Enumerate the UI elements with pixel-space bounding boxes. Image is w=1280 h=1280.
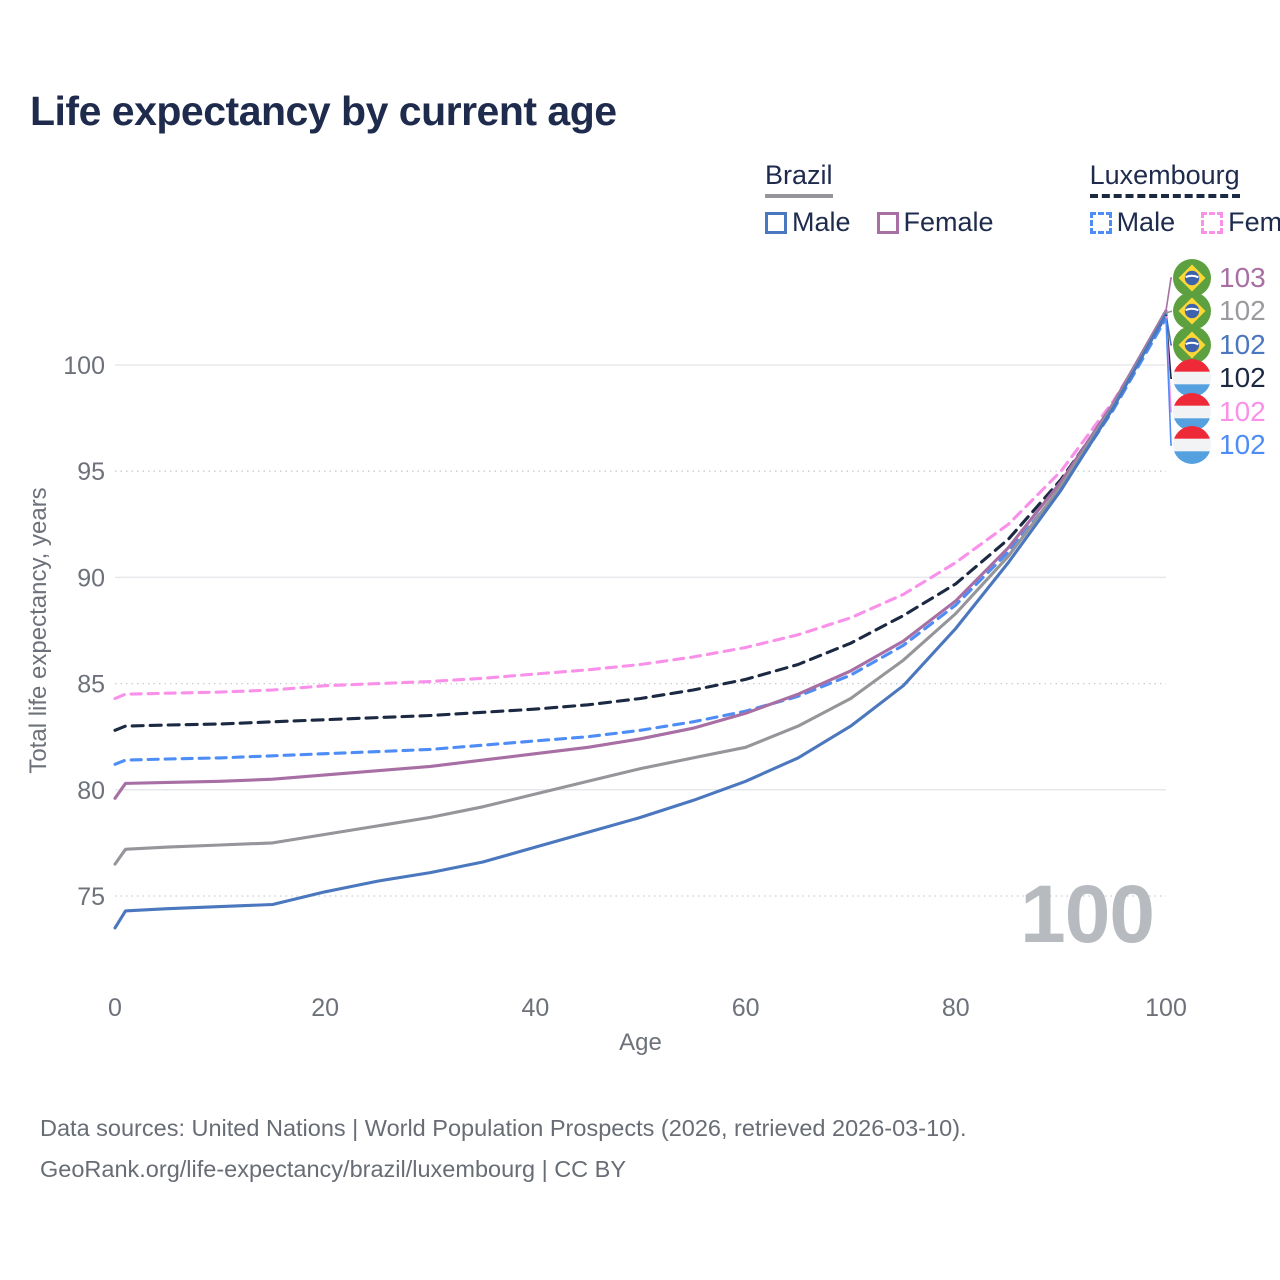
leader-line xyxy=(1165,318,1172,446)
legend-group-luxembourg: Luxembourg Male Female xyxy=(1089,160,1280,238)
legend-item-luxembourg-male[interactable]: Male xyxy=(1089,207,1176,238)
end-label-luxembourg-all: 102 xyxy=(1173,359,1266,397)
x-tick-label: 80 xyxy=(942,994,970,1022)
hover-age-watermark: 100 xyxy=(1020,869,1155,960)
leader-line xyxy=(1165,277,1172,311)
luxembourg-male-swatch-icon xyxy=(1089,211,1112,234)
end-label-value: 102 xyxy=(1219,295,1266,326)
legend-group-brazil: Brazil Male Female xyxy=(765,160,994,238)
end-label-value: 102 xyxy=(1219,329,1266,360)
end-label-value: 102 xyxy=(1219,396,1266,427)
series-line-luxembourg-female[interactable] xyxy=(113,314,1168,701)
x-tick-label: 20 xyxy=(311,994,339,1022)
luxembourg-flag-icon xyxy=(1173,393,1211,431)
legend-item-luxembourg-female[interactable]: Female xyxy=(1201,207,1280,238)
attribution-line: GeoRank.org/life-expectancy/brazil/luxem… xyxy=(40,1156,627,1182)
luxembourg-flag-icon xyxy=(1173,359,1211,397)
end-label-brazil-female: 103 xyxy=(1173,259,1266,297)
series-line-brazil-all[interactable] xyxy=(113,311,1168,866)
legend-items-brazil: Male Female xyxy=(765,207,994,238)
x-axis-title: Age xyxy=(619,1029,662,1056)
end-label-luxembourg-male: 102 xyxy=(1173,426,1266,464)
brazil-male-swatch-icon xyxy=(765,211,787,234)
legend-label: Male xyxy=(1116,207,1176,237)
series-line-brazil-male[interactable] xyxy=(113,312,1168,930)
luxembourg-flag-icon xyxy=(1173,426,1211,464)
legend-title-brazil[interactable]: Brazil xyxy=(765,160,833,198)
brazil-female-swatch-icon xyxy=(876,211,899,234)
y-tick-label: 100 xyxy=(63,352,105,380)
page-title: Life expectancy by current age xyxy=(30,88,617,134)
x-tick-label: 100 xyxy=(1145,994,1187,1022)
leader-line xyxy=(1165,310,1172,314)
x-tick-label: 40 xyxy=(521,994,549,1022)
y-tick-label: 75 xyxy=(77,883,105,911)
leader-line xyxy=(1165,313,1172,346)
legend-items-luxembourg: Male Female xyxy=(1089,207,1280,238)
end-label-value: 102 xyxy=(1219,429,1266,460)
y-axis-title: Total life expectancy, years xyxy=(25,487,52,773)
series-line-luxembourg-all[interactable] xyxy=(113,313,1168,732)
y-tick-label: 95 xyxy=(77,458,105,486)
series-line-luxembourg-male[interactable] xyxy=(113,316,1168,766)
end-label-brazil-all: 102 xyxy=(1173,292,1266,330)
y-tick-label: 90 xyxy=(77,564,105,592)
y-tick-label: 85 xyxy=(77,671,105,699)
legend-item-brazil-female[interactable]: Female xyxy=(876,207,994,238)
y-tick-label: 80 xyxy=(77,777,105,805)
end-label-brazil-male: 102 xyxy=(1173,326,1266,364)
legend-title-luxembourg[interactable]: Luxembourg xyxy=(1089,160,1240,198)
data-sources-line: Data sources: United Nations | World Pop… xyxy=(40,1115,967,1141)
x-tick-label: 0 xyxy=(108,994,122,1022)
brazil-flag-icon xyxy=(1173,259,1211,297)
legend-label: Female xyxy=(903,207,994,237)
luxembourg-female-swatch-icon xyxy=(1201,211,1224,234)
legend: Brazil Male Female Luxembourg Male xyxy=(765,160,1280,238)
end-label-luxembourg-female: 102 xyxy=(1173,393,1266,431)
series-line-brazil-female[interactable] xyxy=(113,309,1168,800)
brazil-flag-icon xyxy=(1173,292,1211,330)
legend-item-brazil-male[interactable]: Male xyxy=(765,207,851,238)
x-tick-label: 60 xyxy=(732,994,760,1022)
legend-label: Female xyxy=(1228,207,1280,237)
end-label-value: 102 xyxy=(1219,362,1266,393)
brazil-flag-icon xyxy=(1173,326,1211,364)
end-label-value: 103 xyxy=(1219,262,1266,293)
legend-label: Male xyxy=(792,207,851,237)
footer: Data sources: United Nations | World Pop… xyxy=(40,1108,967,1190)
